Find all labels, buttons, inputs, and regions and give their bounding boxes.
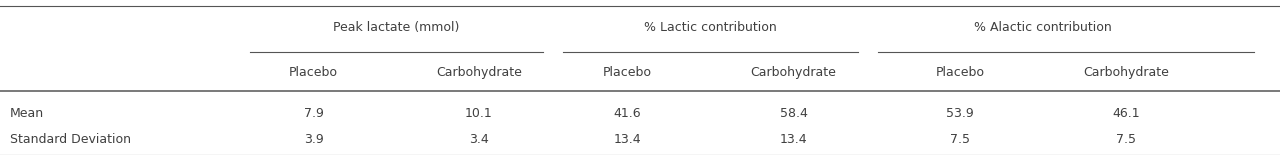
Text: Carbohydrate: Carbohydrate bbox=[435, 66, 522, 79]
Text: Placebo: Placebo bbox=[936, 66, 984, 79]
Text: 53.9: 53.9 bbox=[946, 107, 974, 120]
Text: 13.4: 13.4 bbox=[780, 133, 808, 146]
Text: 7.5: 7.5 bbox=[950, 133, 970, 146]
Text: 46.1: 46.1 bbox=[1112, 107, 1140, 120]
Text: 7.9: 7.9 bbox=[303, 107, 324, 120]
Text: 3.4: 3.4 bbox=[468, 133, 489, 146]
Text: Standard Deviation: Standard Deviation bbox=[10, 133, 132, 146]
Text: % Lactic contribution: % Lactic contribution bbox=[644, 21, 777, 34]
Text: Placebo: Placebo bbox=[289, 66, 338, 79]
Text: Peak lactate (mmol): Peak lactate (mmol) bbox=[333, 21, 460, 34]
Text: 7.5: 7.5 bbox=[1116, 133, 1137, 146]
Text: % Alactic contribution: % Alactic contribution bbox=[974, 21, 1112, 34]
Text: 58.4: 58.4 bbox=[780, 107, 808, 120]
Text: 41.6: 41.6 bbox=[613, 107, 641, 120]
Text: 10.1: 10.1 bbox=[465, 107, 493, 120]
Text: 3.9: 3.9 bbox=[303, 133, 324, 146]
Text: 13.4: 13.4 bbox=[613, 133, 641, 146]
Text: Placebo: Placebo bbox=[603, 66, 652, 79]
Text: Carbohydrate: Carbohydrate bbox=[1083, 66, 1170, 79]
Text: Mean: Mean bbox=[10, 107, 45, 120]
Text: Carbohydrate: Carbohydrate bbox=[750, 66, 837, 79]
